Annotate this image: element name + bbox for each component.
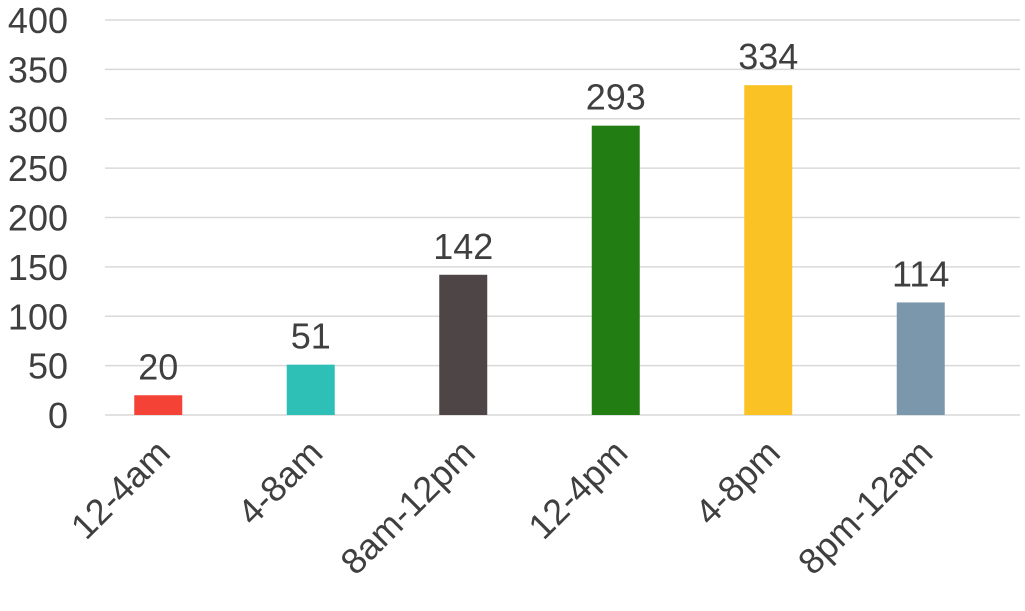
y-tick-label: 0 xyxy=(48,395,68,436)
bar-12-4am xyxy=(134,395,183,415)
bars xyxy=(134,85,945,416)
bar-4-8am xyxy=(286,364,335,415)
y-tick-label: 400 xyxy=(8,0,68,41)
y-tick-label: 150 xyxy=(8,247,68,288)
y-tick-label: 200 xyxy=(8,198,68,239)
data-label-8pm-12am: 114 xyxy=(892,253,949,294)
y-axis-ticks: 0 50 100 150 200 250 300 350 400 xyxy=(8,0,68,436)
x-tick-label-12-4pm: 12-4pm xyxy=(520,432,635,547)
y-tick-label: 300 xyxy=(8,99,68,140)
data-label-12-4am: 20 xyxy=(138,346,178,387)
data-labels: 20 51 142 293 334 114 xyxy=(138,36,949,387)
data-label-4-8pm: 334 xyxy=(738,36,798,77)
x-tick-label-4-8pm: 4-8pm xyxy=(687,432,788,533)
x-tick-label-12-4am: 12-4am xyxy=(63,432,178,547)
x-tick-label-8pm-12am: 8pm-12am xyxy=(790,432,941,583)
bar-12-4pm xyxy=(591,125,640,415)
bar-4-8pm xyxy=(744,85,793,416)
data-label-4-8am: 51 xyxy=(291,316,331,357)
bar-8am-12pm xyxy=(439,274,488,415)
y-tick-label: 100 xyxy=(8,296,68,337)
y-tick-label: 250 xyxy=(8,148,68,189)
data-label-8am-12pm: 142 xyxy=(433,226,493,267)
x-tick-label-8am-12pm: 8am-12pm xyxy=(332,432,483,583)
y-tick-label: 50 xyxy=(28,346,68,387)
bar-8pm-12am xyxy=(896,302,945,415)
x-axis-ticks: 12-4am 4-8am 8am-12pm 12-4pm 4-8pm 8pm-12am xyxy=(63,432,941,583)
x-tick-label-4-8am: 4-8am xyxy=(229,432,330,533)
y-tick-label: 350 xyxy=(8,49,68,90)
gridlines xyxy=(105,19,1020,416)
data-label-12-4pm: 293 xyxy=(586,77,646,118)
